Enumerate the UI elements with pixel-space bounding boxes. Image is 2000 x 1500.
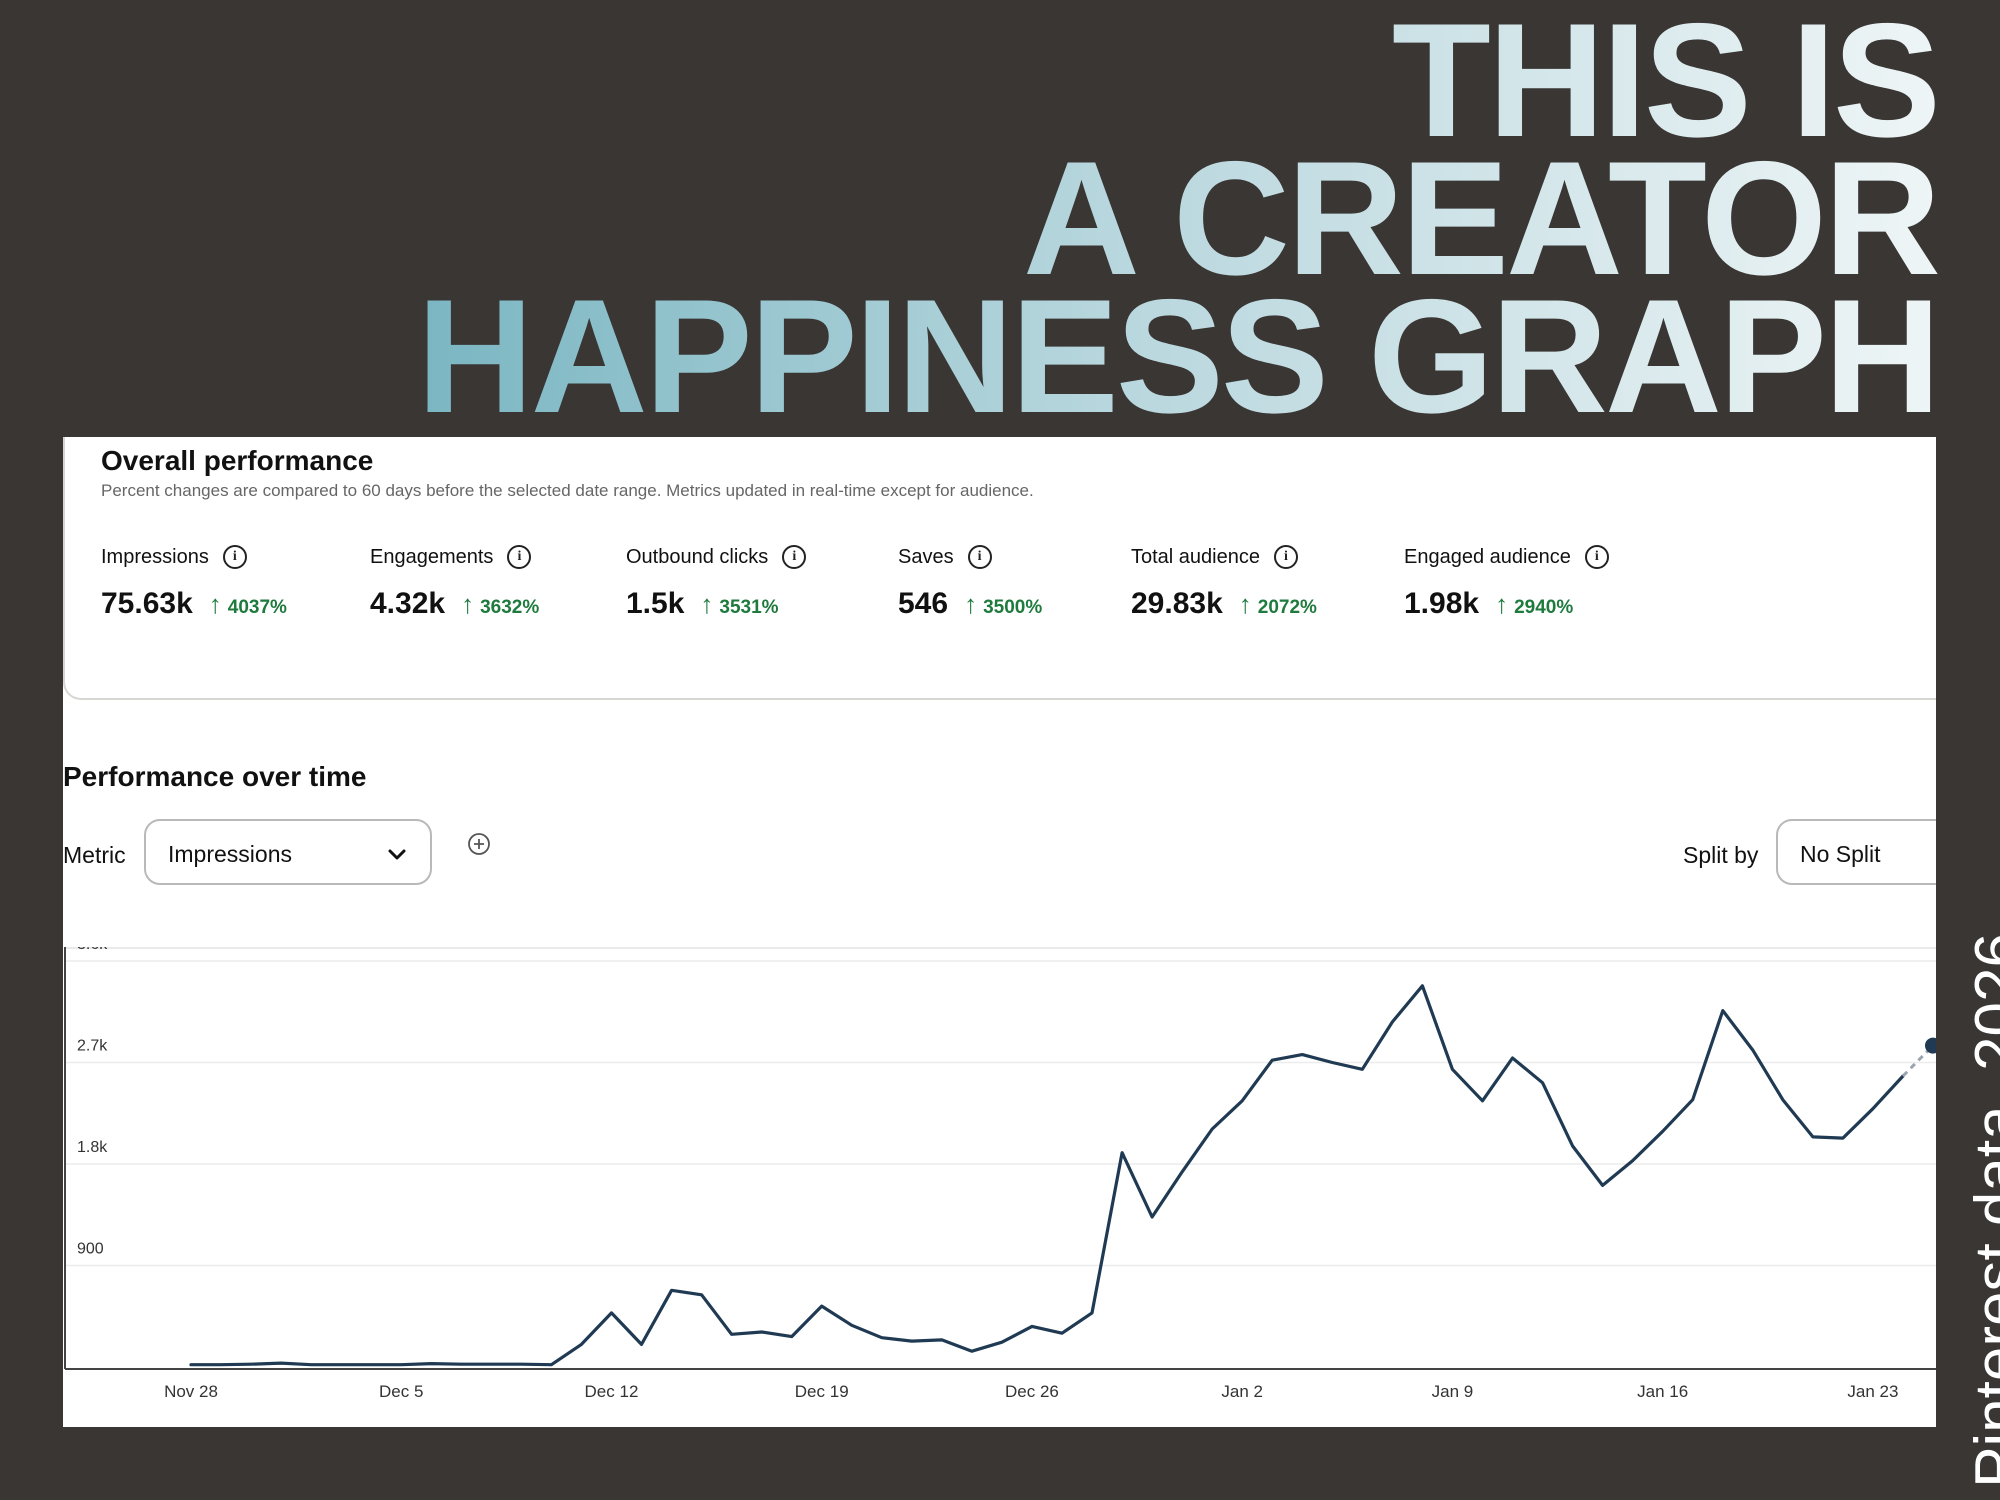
metric-value: 4.32k: [370, 587, 446, 620]
arrow-up-icon: ↑: [1495, 589, 1509, 619]
y-tick-label: 3.6k: [77, 947, 108, 953]
x-tick-label: Jan 16: [1637, 1382, 1688, 1401]
split-by-value: No Split: [1800, 841, 1881, 867]
metric-change: 3531%: [719, 597, 779, 618]
plus-circle-icon[interactable]: [467, 832, 491, 856]
metric-value: 29.83k: [1131, 587, 1223, 620]
metric-change: 3500%: [983, 597, 1043, 618]
arrow-up-icon: ↑: [700, 589, 714, 619]
overall-performance-subtitle: Percent changes are compared to 60 days …: [101, 481, 1034, 500]
overall-performance-title: Overall performance: [101, 445, 374, 476]
info-icon[interactable]: i: [1273, 545, 1298, 569]
arrow-up-icon: ↑: [1238, 589, 1252, 619]
source-note: Pinterest data, 2026: [1963, 933, 2000, 1488]
metric-select-value: Impressions: [168, 841, 292, 867]
arrow-up-icon: ↑: [461, 589, 475, 619]
overall-performance-card: Overall performance Percent changes are …: [63, 437, 1936, 700]
metric-engagements: Engagements i 4.32k ↑ 3632%: [370, 545, 539, 621]
x-tick-label: Dec 12: [585, 1382, 639, 1401]
metric-outbound-clicks: Outbound clicks i 1.5k ↑ 3531%: [626, 545, 807, 621]
metric-label: Total audience: [1131, 545, 1260, 568]
metric-change: 2940%: [1514, 597, 1574, 618]
x-tick-label: Dec 5: [379, 1382, 423, 1401]
metric-total-audience: Total audience i 29.83k ↑ 2072%: [1131, 545, 1317, 621]
split-by-label: Split by: [1683, 842, 1759, 868]
metric-label: Engagements: [370, 545, 494, 568]
metric-value: 546: [898, 587, 949, 620]
metric-change: 4037%: [227, 597, 287, 618]
metric-select[interactable]: Impressions: [144, 819, 432, 885]
arrow-up-icon: ↑: [964, 589, 978, 619]
metric-engaged-audience: Engaged audience i 1.98k ↑ 2940%: [1404, 545, 1609, 621]
metric-select-label: Metric: [63, 842, 126, 868]
chevron-down-icon: [388, 849, 406, 860]
x-tick-label: Jan 2: [1221, 1382, 1263, 1401]
info-icon[interactable]: i: [1584, 545, 1609, 569]
y-tick-label: 900: [77, 1241, 104, 1258]
metric-label: Saves: [898, 545, 954, 568]
headline-line-3: HAPPINESS GRAPH: [416, 266, 1938, 447]
split-by-select[interactable]: No Split: [1776, 819, 1936, 885]
metric-change: 2072%: [1257, 597, 1317, 618]
x-tick-label: Dec 19: [795, 1382, 849, 1401]
metric-label: Engaged audience: [1404, 545, 1571, 568]
metric-impressions: Impressions i 75.63k ↑ 4037%: [101, 545, 287, 621]
projection-point: [1925, 1037, 1936, 1054]
metric-saves: Saves i 546 ↑ 3500%: [898, 545, 1042, 621]
series-line: [189, 984, 1905, 1367]
metric-value: 1.5k: [626, 587, 685, 620]
arrow-up-icon: ↑: [208, 589, 222, 619]
y-tick-label: 1.8k: [77, 1139, 108, 1156]
x-tick-label: Nov 28: [164, 1382, 218, 1401]
info-icon[interactable]: i: [782, 545, 807, 569]
metric-change: 3632%: [480, 597, 540, 618]
metric-label: Outbound clicks: [626, 545, 769, 568]
x-tick-label: Dec 26: [1005, 1382, 1059, 1401]
impressions-line-chart: 900 1.8k 2.7k 3.6k Nov 28 Dec 5 Dec 12 Dec 19 De…: [64, 947, 1936, 1401]
info-icon[interactable]: i: [222, 545, 247, 569]
x-tick-label: Jan 9: [1432, 1382, 1474, 1401]
metric-value: 75.63k: [101, 587, 193, 620]
headline: THIS IS A CREATOR HAPPINESS GRAPH: [417, 12, 1938, 426]
info-icon[interactable]: i: [967, 545, 992, 569]
info-icon[interactable]: i: [507, 545, 532, 569]
metric-label: Impressions: [101, 545, 209, 568]
analytics-panel: Overall performance Percent changes are …: [63, 437, 1936, 1427]
performance-over-time-title: Performance over time: [63, 761, 367, 792]
metric-value: 1.98k: [1404, 587, 1480, 620]
x-tick-label: Jan 23: [1847, 1382, 1898, 1401]
y-tick-label: 2.7k: [77, 1038, 108, 1055]
